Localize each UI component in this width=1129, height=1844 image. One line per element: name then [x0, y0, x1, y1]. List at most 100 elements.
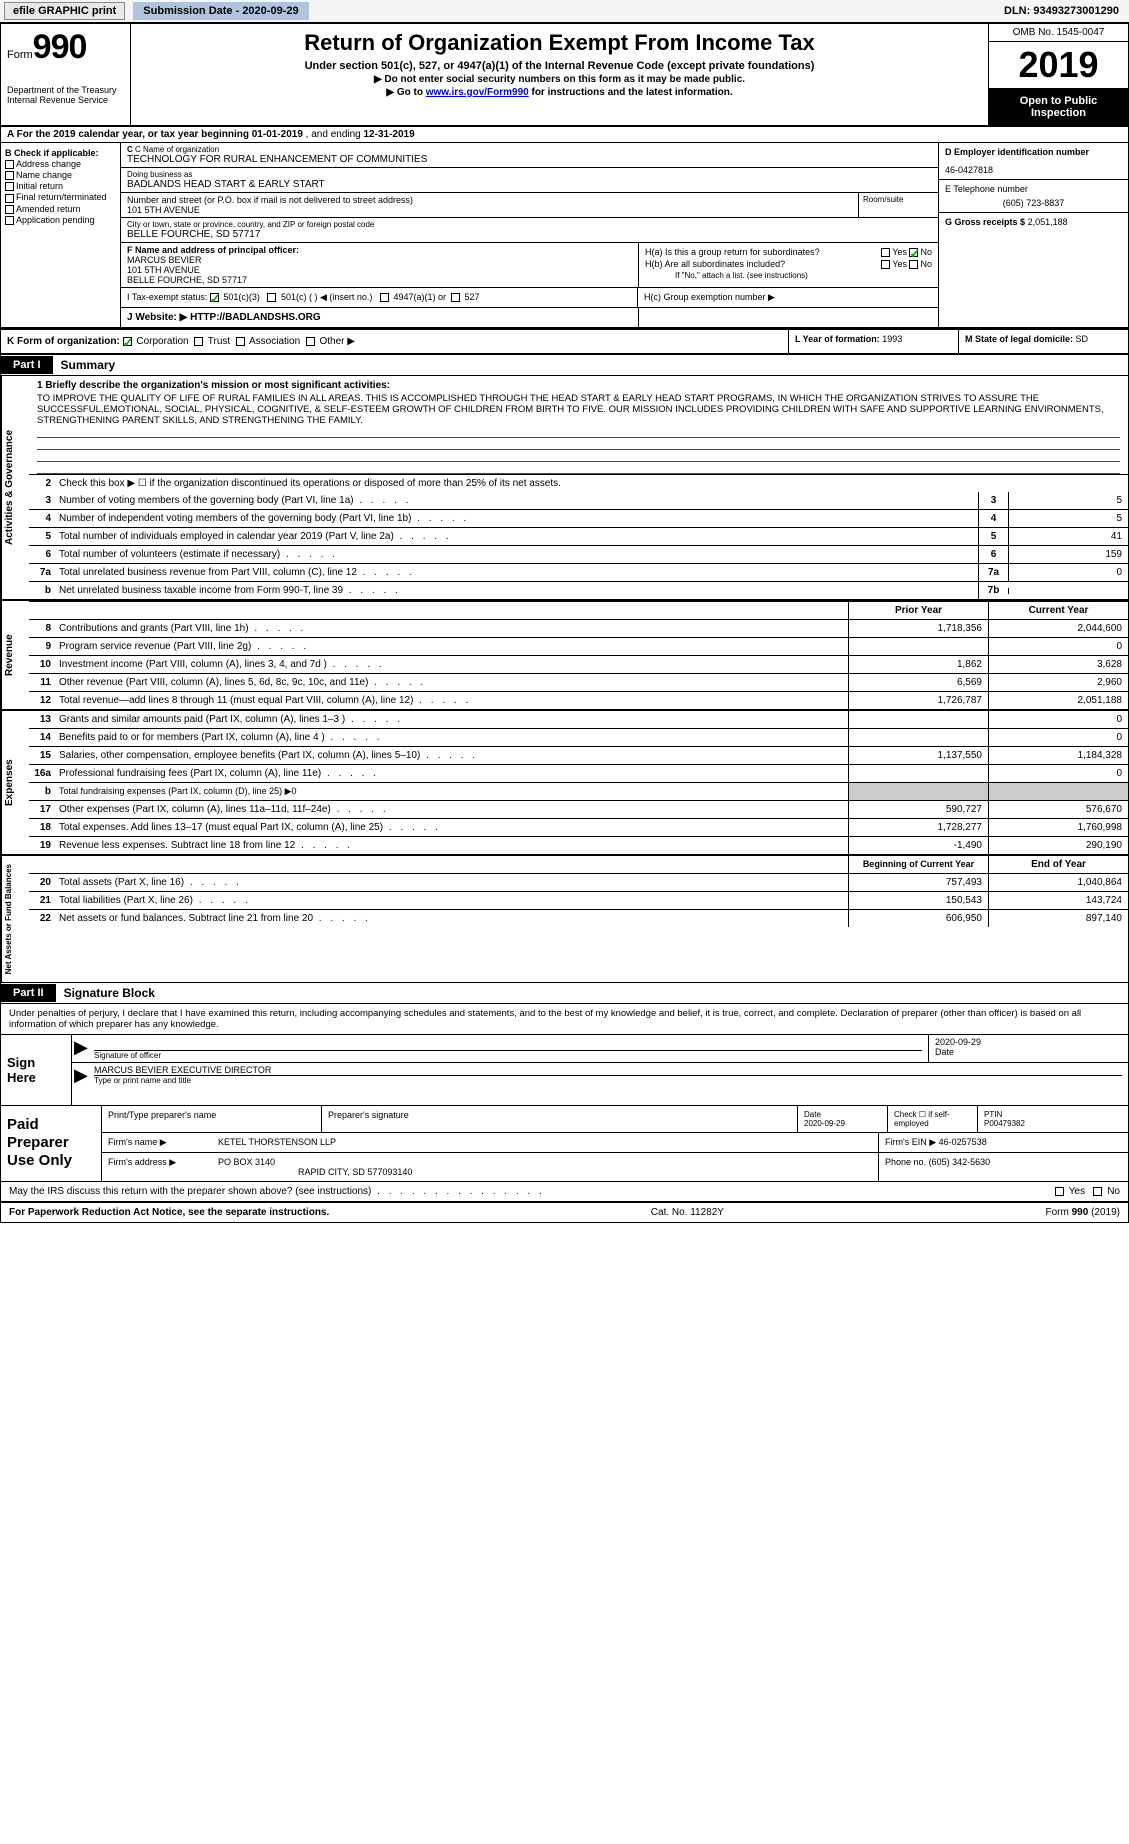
row-a-pre: A For the 2019 calendar year, or tax yea… [7, 129, 252, 140]
end-year-hdr: End of Year [988, 856, 1128, 873]
exp-line-14: 14Benefits paid to or for members (Part … [29, 728, 1128, 746]
tax-year: 2019 [989, 42, 1128, 89]
row-f-h: F Name and address of principal officer:… [121, 242, 938, 287]
arrow-icon: ▶ [72, 1063, 88, 1088]
chk-corp[interactable] [123, 337, 132, 346]
rev-col-hdr: Prior Year Current Year [29, 601, 1128, 619]
hc-empty [638, 308, 938, 327]
section-j: J Website: ▶ HTTP://BADLANDSHS.ORG [121, 308, 638, 327]
chk-527[interactable] [451, 293, 460, 302]
d-label: D Employer identification number [945, 147, 1089, 157]
firm-name-lbl: Firm's name ▶ [102, 1133, 212, 1152]
lbl-501c3: 501(c)(3) [223, 292, 260, 302]
phone-lbl: Phone no. [885, 1157, 926, 1167]
officer-name-val: MARCUS BEVIER EXECUTIVE DIRECTOR [94, 1065, 1122, 1076]
exp-body: 13Grants and similar amounts paid (Part … [29, 711, 1128, 854]
i-label: I Tax-exempt status: [127, 292, 207, 302]
arrow-icon: ▶ [72, 1035, 88, 1062]
hb-yes[interactable] [881, 260, 890, 269]
row-a-tax-year: A For the 2019 calendar year, or tax yea… [1, 127, 1128, 143]
chk-501c[interactable] [267, 293, 276, 302]
pra-notice: For Paperwork Reduction Act Notice, see … [9, 1207, 329, 1218]
discuss-no[interactable] [1093, 1187, 1102, 1196]
ptin-val: P00479382 [984, 1119, 1025, 1128]
vlabel-gov: Activities & Governance [1, 376, 29, 599]
k-label: K Form of organization: [7, 336, 120, 347]
efile-print-button[interactable]: efile GRAPHIC print [4, 2, 125, 20]
sign-here-row: Sign Here ▶ Signature of officer 2020-09… [1, 1034, 1128, 1105]
chk-address-change[interactable] [5, 160, 14, 169]
chk-4947[interactable] [380, 293, 389, 302]
officer-sig-line: ▶ Signature of officer 2020-09-29 Date [72, 1035, 1128, 1063]
j-label: J Website: ▶ [127, 312, 187, 323]
chk-initial-return[interactable] [5, 182, 14, 191]
net-line-21: 21Total liabilities (Part X, line 26)150… [29, 891, 1128, 909]
irs-link[interactable]: www.irs.gov/Form990 [426, 87, 529, 98]
officer-addr1: 101 5TH AVENUE [127, 265, 632, 275]
gov-line-7a: 7aTotal unrelated business revenue from … [29, 563, 1128, 581]
ruled-line [37, 426, 1120, 438]
part1-header-row: Part I Summary [1, 355, 1128, 376]
firm-addr-lbl: Firm's address ▶ [102, 1153, 212, 1181]
telephone: (605) 723-8837 [945, 198, 1122, 208]
prep-row1: Print/Type preparer's name Preparer's si… [102, 1106, 1128, 1133]
section-b-checkboxes: B Check if applicable: Address change Na… [1, 143, 121, 327]
ha-no[interactable] [909, 248, 918, 257]
rev-line-10: 10Investment income (Part VIII, column (… [29, 655, 1128, 673]
prep-name-lbl: Print/Type preparer's name [102, 1106, 322, 1132]
rev-line-8: 8Contributions and grants (Part VIII, li… [29, 619, 1128, 637]
ha-label: H(a) Is this a group return for subordin… [645, 247, 820, 257]
chk-other[interactable] [306, 337, 315, 346]
chk-name-change[interactable] [5, 171, 14, 180]
form-number: 990 [33, 28, 87, 66]
lbl-initial-return: Initial return [16, 181, 63, 191]
open-to-public: Open to Public Inspection [989, 89, 1128, 125]
dba-cell: Doing business as BADLANDS HEAD START & … [121, 168, 938, 193]
ha-yes[interactable] [881, 248, 890, 257]
chk-final-return[interactable] [5, 194, 14, 203]
lbl-trust: Trust [208, 336, 230, 347]
addr-lbl: Number and street (or P.O. box if mail i… [127, 195, 852, 205]
line2: 2 Check this box ▶ ☐ if the organization… [29, 474, 1128, 492]
line2-desc: Check this box ▶ ☐ if the organization d… [57, 475, 1128, 492]
part2-title: Signature Block [56, 983, 163, 1003]
hb-note: If "No," attach a list. (see instruction… [645, 271, 932, 280]
row-k-l-m: K Form of organization: Corporation Trus… [1, 329, 1128, 355]
chk-amended[interactable] [5, 205, 14, 214]
lbl-corp: Corporation [136, 336, 188, 347]
form-ref: Form 990 (2019) [1046, 1207, 1120, 1218]
exp-line-19: 19Revenue less expenses. Subtract line 1… [29, 836, 1128, 854]
state-domicile: SD [1076, 334, 1089, 344]
street-address: 101 5TH AVENUE [127, 205, 852, 215]
lbl-assoc: Association [249, 336, 300, 347]
section-c: C C Name of organization TECHNOLOGY FOR … [121, 143, 938, 327]
chk-assoc[interactable] [236, 337, 245, 346]
section-h: H(a) Is this a group return for subordin… [638, 243, 938, 287]
vlabel-net: Net Assets or Fund Balances [1, 856, 29, 982]
lbl-other: Other ▶ [319, 336, 354, 347]
section-i: I Tax-exempt status: 501(c)(3) 501(c) ( … [121, 288, 638, 307]
current-year-hdr: Current Year [988, 602, 1128, 619]
dba-name: BADLANDS HEAD START & EARLY START [127, 179, 932, 190]
gov-line-5: 5Total number of individuals employed in… [29, 527, 1128, 545]
exp-line-17: 17Other expenses (Part IX, column (A), l… [29, 800, 1128, 818]
section-d: D Employer identification number 46-0427… [939, 143, 1128, 180]
yes-lbl: Yes [892, 247, 907, 257]
website-link[interactable]: HTTP://BADLANDSHS.ORG [190, 312, 321, 323]
firm-phone: (605) 342-5630 [929, 1157, 991, 1167]
footer: For Paperwork Reduction Act Notice, see … [1, 1203, 1128, 1222]
chk-501c3[interactable] [210, 293, 219, 302]
firm-phone-cell: Phone no. (605) 342-5630 [878, 1153, 1128, 1181]
ruled-line [37, 438, 1120, 450]
firm-ein: 46-0257538 [939, 1137, 987, 1147]
discuss-yes[interactable] [1055, 1187, 1064, 1196]
gov-body: 1 Briefly describe the organization's mi… [29, 376, 1128, 599]
topbar: efile GRAPHIC print Submission Date - 20… [0, 0, 1129, 23]
ssn-notice: ▶ Do not enter social security numbers o… [141, 74, 978, 85]
may-discuss-text: May the IRS discuss this return with the… [9, 1186, 371, 1197]
rev-line-9: 9Program service revenue (Part VIII, lin… [29, 637, 1128, 655]
vlabel-expenses: Expenses [1, 711, 29, 854]
net-line-22: 22Net assets or fund balances. Subtract … [29, 909, 1128, 927]
chk-app-pending[interactable] [5, 216, 14, 225]
chk-trust[interactable] [194, 337, 203, 346]
